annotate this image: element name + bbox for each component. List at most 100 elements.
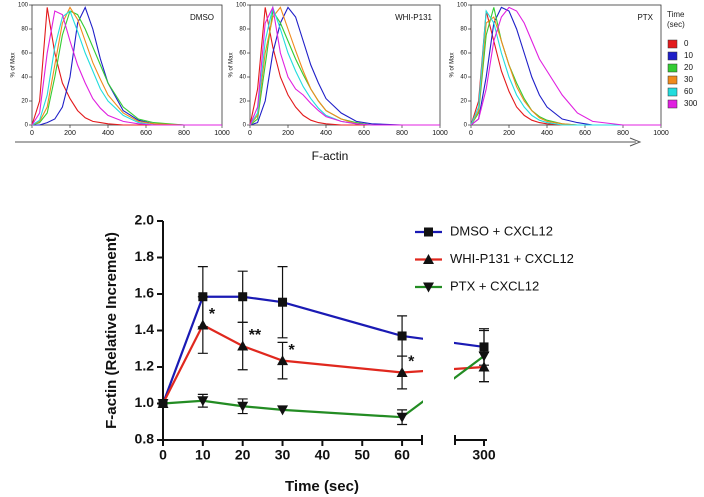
legend-label: PTX + CXCL12 bbox=[450, 278, 539, 293]
x-tick-label: 50 bbox=[354, 447, 370, 463]
data-point bbox=[197, 396, 209, 407]
histogram-curve bbox=[249, 9, 440, 126]
histogram-curve bbox=[32, 5, 222, 126]
x-tick-label: 1000 bbox=[432, 130, 448, 137]
x-tick-label: 1000 bbox=[653, 130, 669, 137]
histogram-curve bbox=[31, 10, 222, 126]
histogram-curve bbox=[249, 7, 440, 126]
data-point bbox=[237, 401, 249, 412]
legend-swatch bbox=[667, 63, 678, 73]
x-tick-label: 300 bbox=[472, 447, 496, 463]
y-tick-label: 100 bbox=[18, 3, 29, 9]
significance-mark: ** bbox=[249, 327, 262, 344]
legend-swatch bbox=[667, 39, 678, 49]
y-axis-label: F-actin (Relative Increment) bbox=[103, 232, 120, 429]
histogram-curve bbox=[31, 10, 222, 126]
x-tick-label: 800 bbox=[617, 130, 629, 137]
x-tick-label: 40 bbox=[315, 447, 331, 463]
x-tick-label: 0 bbox=[248, 130, 252, 137]
x-tick-label: 200 bbox=[64, 130, 76, 137]
data-point bbox=[478, 351, 490, 362]
x-tick-label: 0 bbox=[30, 130, 34, 137]
legend-title: Time (sec) bbox=[667, 10, 685, 29]
legend-label: 300 bbox=[684, 99, 698, 108]
legend-label: 0 bbox=[684, 39, 689, 48]
histogram-curve bbox=[470, 16, 661, 126]
y-tick-label: 1.4 bbox=[135, 321, 155, 337]
data-point bbox=[238, 292, 248, 302]
data-point bbox=[197, 319, 209, 330]
y-axis-label: % of Max bbox=[229, 52, 235, 77]
x-tick-label: 0 bbox=[469, 130, 473, 137]
y-axis-label: % of Max bbox=[450, 52, 456, 77]
y-tick-label: 0 bbox=[243, 123, 247, 129]
x-tick-label: 600 bbox=[140, 130, 152, 137]
y-tick-label: 40 bbox=[21, 75, 28, 81]
y-tick-label: 100 bbox=[457, 3, 468, 9]
histogram-curve bbox=[249, 5, 440, 126]
x-tick-label: 400 bbox=[541, 130, 553, 137]
panel-title: DMSO bbox=[190, 13, 214, 22]
data-point bbox=[277, 405, 289, 416]
x-tick-label: 1000 bbox=[214, 130, 230, 137]
y-tick-label: 80 bbox=[21, 27, 28, 33]
y-tick-label: 20 bbox=[21, 99, 28, 105]
histogram-curve bbox=[31, 10, 222, 126]
histogram-curve bbox=[470, 6, 661, 126]
histogram-curve bbox=[470, 10, 661, 126]
histogram-curve bbox=[470, 6, 661, 126]
panel-title: PTX bbox=[637, 13, 653, 22]
panel-title: WHI-P131 bbox=[395, 13, 432, 22]
x-tick-label: 600 bbox=[358, 130, 370, 137]
legend-marker bbox=[423, 254, 434, 264]
y-tick-label: 2.0 bbox=[135, 212, 155, 228]
legend-label: DMSO + CXCL12 bbox=[450, 223, 553, 238]
histogram-curve bbox=[31, 6, 222, 126]
data-point bbox=[157, 399, 169, 409]
series-line bbox=[162, 323, 485, 404]
legend-label: 60 bbox=[684, 87, 693, 96]
y-tick-label: 80 bbox=[460, 27, 467, 33]
legend-marker bbox=[424, 227, 433, 237]
arrow-head bbox=[629, 137, 642, 147]
data-point bbox=[397, 331, 407, 341]
x-tick-label: 800 bbox=[178, 130, 190, 137]
y-tick-label: 60 bbox=[239, 51, 246, 57]
data-point bbox=[396, 412, 408, 423]
y-tick-label: 40 bbox=[239, 75, 246, 81]
y-tick-label: 60 bbox=[460, 51, 467, 57]
y-tick-label: 40 bbox=[460, 75, 467, 81]
x-tick-label: 800 bbox=[396, 130, 408, 137]
histogram-curve bbox=[470, 7, 661, 126]
series-line bbox=[162, 355, 485, 419]
x-tick-label: 200 bbox=[503, 130, 515, 137]
x-tick-label: 400 bbox=[320, 130, 332, 137]
histogram-curve bbox=[249, 6, 440, 126]
series-line bbox=[161, 295, 485, 404]
y-axis-label: % of Max bbox=[11, 52, 17, 77]
significance-mark: * bbox=[209, 306, 216, 323]
legend-label: 30 bbox=[684, 75, 693, 84]
legend-label: WHI-P131 + CXCL12 bbox=[450, 251, 574, 266]
x-tick-label: 30 bbox=[275, 447, 291, 463]
x-tick-label: 60 bbox=[394, 447, 410, 463]
axis-break-gap bbox=[423, 216, 454, 439]
x-tick-label: 400 bbox=[102, 130, 114, 137]
data-point bbox=[237, 340, 249, 351]
significance-mark: * bbox=[289, 342, 296, 359]
x-tick-label: 600 bbox=[579, 130, 591, 137]
legend-label: 20 bbox=[684, 63, 693, 72]
x-axis-label: Time (sec) bbox=[285, 478, 359, 495]
x-tick-label: 200 bbox=[282, 130, 294, 137]
significance-mark: * bbox=[408, 354, 415, 371]
x-tick-label: 20 bbox=[235, 447, 251, 463]
y-tick-label: 1.6 bbox=[135, 285, 155, 301]
histogram-curve bbox=[249, 5, 440, 126]
y-tick-label: 100 bbox=[236, 3, 247, 9]
data-point bbox=[278, 297, 288, 307]
x-axis-label: F-actin bbox=[312, 149, 349, 163]
x-tick-label: 0 bbox=[159, 447, 167, 463]
legend-swatch bbox=[667, 99, 678, 109]
